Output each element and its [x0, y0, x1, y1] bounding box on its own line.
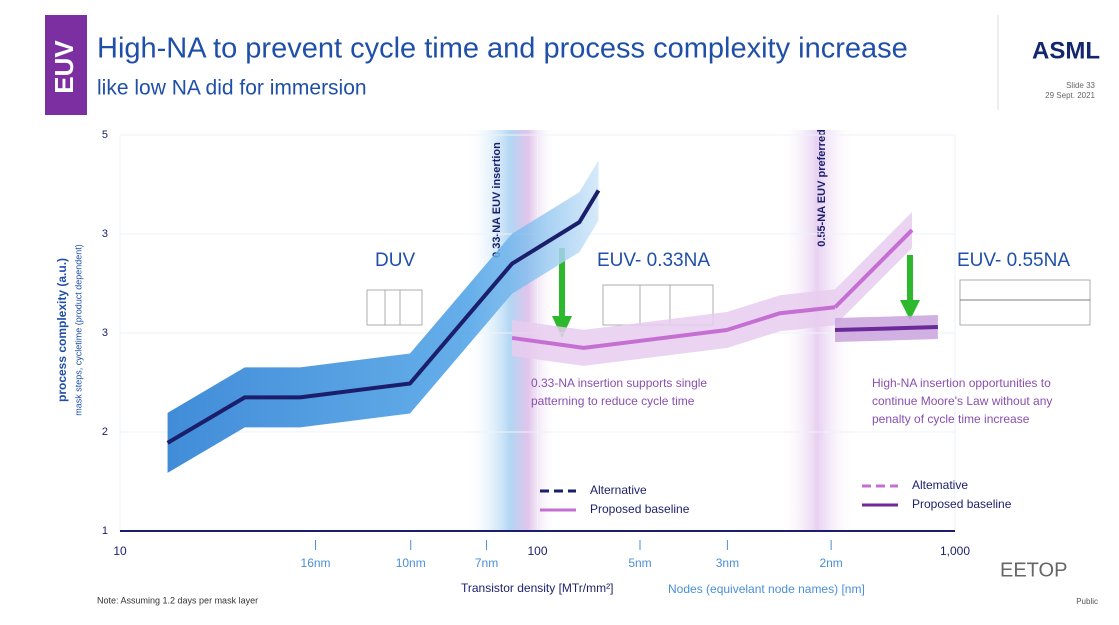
legend-label: Alternative — [590, 483, 647, 497]
x-tick-label: 100 — [527, 544, 547, 558]
plot: 1 2 3 3 5 10 100 1,000 16nm 10nm 7nm 5nm 3nm 2nm 0.33-… — [102, 129, 1053, 570]
x-axis-label: Transistor density [MTr/mm²] — [461, 581, 613, 595]
legend-label: Proposed baseline — [912, 497, 1012, 511]
x-axis-label: Nodes (equivelant node names) [nm] — [668, 582, 865, 596]
annotation: 0.33-NA insertion supports single — [531, 376, 707, 390]
y-tick-label: 5 — [102, 129, 108, 141]
region-label: EUV- 0.33NA — [597, 250, 710, 271]
node-tick-label: 10nm — [396, 556, 426, 570]
x-tick-label: 10 — [113, 544, 127, 558]
node-tick-label: 5nm — [628, 556, 651, 570]
band — [167, 160, 599, 473]
title: High-NA to prevent cycle time and proces… — [97, 33, 908, 65]
annotation: patterning to reduce cycle time — [531, 394, 695, 408]
annotation: High-NA insertion opportunities to — [872, 376, 1051, 390]
annotation: continue Moore's Law without any — [872, 394, 1052, 408]
y-tick-label: 3 — [102, 228, 108, 240]
region-label: EUV- 0.55NA — [957, 250, 1070, 271]
series-line — [833, 228, 914, 309]
legend-label: Proposed baseline — [590, 502, 690, 516]
note: Note: Assuming 1.2 days per mask layer — [97, 595, 258, 605]
series-line — [511, 305, 836, 350]
node-tick-label: 16nm — [301, 556, 331, 570]
series-line — [834, 325, 938, 333]
annotation: 0.33-NA EUV insertion — [491, 142, 503, 258]
y-tick-label: 2 — [102, 426, 108, 438]
arrow — [900, 300, 920, 320]
x-tick-label: 1,000 — [940, 544, 970, 558]
y-axis-label: process complexity (a.u.) — [55, 258, 69, 402]
subtitle: like low NA did for immersion — [97, 77, 367, 100]
annotation: penalty of cycle time increase — [872, 412, 1030, 426]
region-label: DUV — [375, 250, 415, 271]
tab-label: EUV — [49, 40, 79, 94]
tab — [45, 15, 87, 115]
classification: Public — [1076, 597, 1098, 606]
node-tick-label: 7nm — [475, 556, 498, 570]
tool-icons — [366, 279, 1091, 326]
slide-number: Slide 33 — [1066, 81, 1095, 90]
logo: ASML — [1032, 37, 1100, 64]
node-tick-label: 3nm — [716, 556, 739, 570]
legend-label: Altemative — [912, 478, 968, 492]
watermark: EETOP — [1000, 559, 1067, 581]
node-tick-label: 2nm — [819, 556, 842, 570]
annotation: 0.55-NA EUV preferred — [816, 129, 828, 247]
date: 29 Sept. 2021 — [1045, 91, 1095, 100]
y-tick-label: 1 — [102, 525, 108, 537]
y-tick-label: 3 — [102, 327, 108, 339]
y-axis-sublabel: mask steps, cycletime (product dependent… — [73, 244, 83, 416]
series-line — [166, 189, 601, 445]
